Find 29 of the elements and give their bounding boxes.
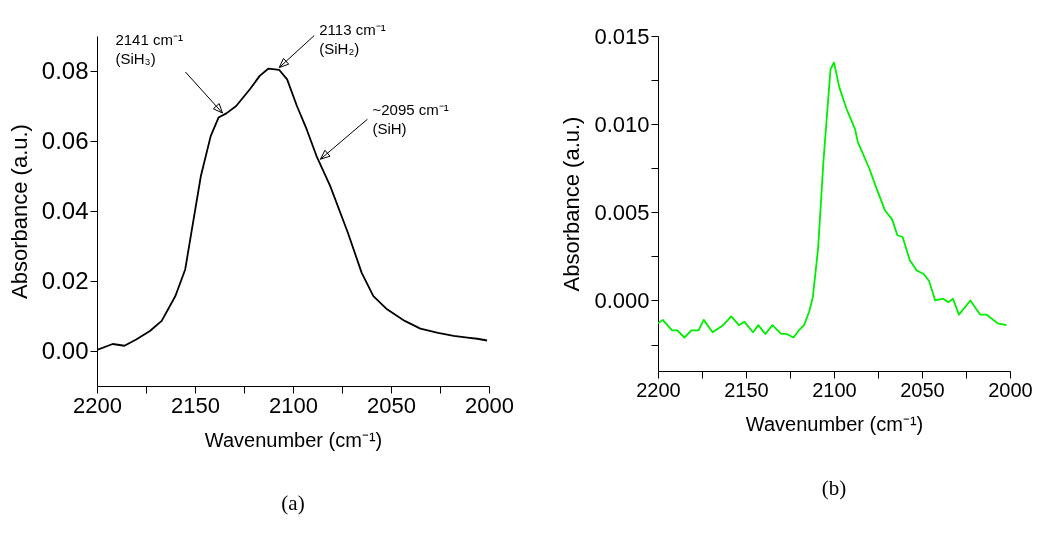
x-tick-label: 2150 <box>724 378 769 401</box>
y-tick-label: 0.04 <box>41 196 89 224</box>
y-tick-label: 0.00 <box>41 336 89 364</box>
y-tick-label: 0.02 <box>41 266 89 294</box>
x-tick-label: 2200 <box>636 378 681 401</box>
text: (b) <box>821 476 847 500</box>
annotation: ~2095 cm⁻¹ (SiH) <box>372 101 449 138</box>
x-tick-label: 2000 <box>988 378 1033 401</box>
annotation: 2113 cm⁻¹ (SiH₂) <box>319 20 386 57</box>
y-tick-label: 0.08 <box>41 56 89 84</box>
y-tick-label: 0.06 <box>41 126 89 154</box>
y-tick-label: 0.010 <box>594 111 650 137</box>
annotation: 2141 cm⁻¹ (SiH₃) <box>115 31 183 67</box>
x-tick-label: 2100 <box>269 392 318 418</box>
line-series <box>658 61 1008 339</box>
x-axis-title: Wavenumber (cm⁻¹) <box>204 428 383 451</box>
x-tick-label: 2150 <box>171 392 220 418</box>
y-axis-title: Absorbance (a.u.) <box>559 116 585 292</box>
x-tick-label: 2100 <box>812 378 857 401</box>
x-tick-label: 2200 <box>73 392 122 418</box>
x-tick-label: 2000 <box>465 392 514 418</box>
y-tick-label: 0.000 <box>594 287 650 313</box>
y-tick-label: 0.015 <box>594 23 650 49</box>
x-tick-label: 2050 <box>900 378 945 401</box>
y-axis-title: Absorbance (a.u.) <box>6 124 32 299</box>
x-tick-label: 2050 <box>367 392 416 418</box>
y-tick-label: 0.005 <box>594 199 650 225</box>
x-axis-title: Wavenumber (cm⁻¹) <box>745 412 924 435</box>
text: (a) <box>281 491 305 515</box>
